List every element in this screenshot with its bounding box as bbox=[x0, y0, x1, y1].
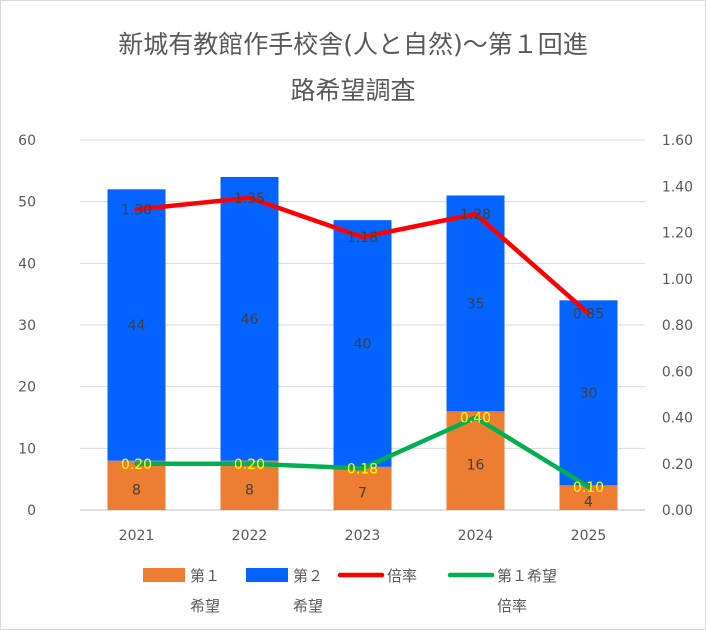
right-axis-tick: 0.80 bbox=[662, 318, 693, 334]
chart-title-line2: 路希望調査 bbox=[290, 76, 416, 105]
left-axis-tick: 0 bbox=[27, 503, 36, 519]
right-axis-tick: 1.60 bbox=[662, 133, 693, 149]
ratio-line bbox=[134, 195, 591, 316]
legend-swatch bbox=[143, 568, 185, 582]
line-value-label: 0.20 bbox=[234, 457, 265, 473]
left-axis-tick: 50 bbox=[18, 195, 36, 211]
bar-value-label: 7 bbox=[358, 485, 367, 501]
line-value-label: 1.28 bbox=[460, 207, 491, 223]
bar-value-label: 40 bbox=[354, 337, 372, 353]
bar-second-choice bbox=[220, 177, 279, 461]
line-value-label: 1.30 bbox=[121, 202, 152, 218]
right-axis-tick: 0.00 bbox=[662, 503, 693, 519]
bar-first-choice bbox=[333, 466, 392, 510]
bar-first-choice bbox=[220, 460, 279, 510]
right-axis-tick: 0.40 bbox=[662, 411, 693, 427]
chart-title-line1: 新城有教館作手校舎(人と自然)〜第１回進 bbox=[118, 30, 588, 59]
left-axis-tick: 10 bbox=[18, 441, 36, 457]
lines bbox=[134, 195, 591, 490]
legend-label: 倍率 bbox=[387, 567, 417, 585]
legend-label: 第２ bbox=[293, 567, 323, 585]
line-value-label: 0.40 bbox=[460, 411, 491, 427]
chart-title: 新城有教館作手校舎(人と自然)〜第１回進 路希望調査 bbox=[0, 22, 706, 114]
bar-value-label: 16 bbox=[467, 458, 485, 474]
left-axis-tick: 20 bbox=[18, 380, 36, 396]
bar-second-choice bbox=[107, 189, 166, 461]
left-axis-tick: 30 bbox=[18, 318, 36, 334]
first-choice-ratio-line bbox=[134, 415, 591, 490]
legend-label: 希望 bbox=[190, 597, 220, 615]
line-value-label: 1.35 bbox=[234, 191, 265, 207]
right-axis-tick: 1.20 bbox=[662, 226, 693, 242]
right-axis-ticks: 0.00 0.20 0.40 0.60 0.80 1.00 1.20 1.40 1.60 bbox=[662, 133, 693, 519]
left-axis-tick: 40 bbox=[18, 256, 36, 272]
x-axis-ticks: 2021 2022 2023 2024 2025 bbox=[119, 528, 607, 544]
bars bbox=[107, 177, 618, 510]
bar-value-label: 44 bbox=[128, 318, 146, 334]
line-value-label: 0.85 bbox=[573, 306, 604, 322]
right-axis-tick: 0.60 bbox=[662, 364, 693, 380]
line-value-label: 0.18 bbox=[347, 461, 378, 477]
bar-second-choice bbox=[559, 300, 618, 486]
legend-label: 希望 bbox=[293, 597, 323, 615]
legend-swatch bbox=[246, 568, 288, 582]
bar-value-label: 8 bbox=[245, 482, 254, 498]
line-value-label: 0.20 bbox=[121, 457, 152, 473]
left-axis-tick: 60 bbox=[18, 133, 36, 149]
left-axis-ticks: 0 10 20 30 40 50 60 bbox=[18, 133, 36, 519]
bar-value-label: 8 bbox=[132, 482, 141, 498]
bar-value-label: 46 bbox=[241, 312, 259, 328]
right-axis-tick: 1.40 bbox=[662, 179, 693, 195]
bar-first-choice bbox=[559, 485, 618, 510]
bar-value-label: 35 bbox=[467, 296, 485, 312]
legend-label: 倍率 bbox=[497, 597, 527, 615]
bar-second-choice bbox=[333, 220, 392, 467]
data-labels: 8 44 8 46 7 40 16 35 4 30 1.30 1.35 1.18 1.28 0.85 0.20… bbox=[121, 191, 604, 511]
x-axis-tick: 2022 bbox=[232, 528, 268, 544]
x-axis-tick: 2024 bbox=[458, 528, 494, 544]
line-value-label: 0.10 bbox=[573, 480, 604, 496]
line-value-label: 1.18 bbox=[347, 230, 378, 246]
legend-label: 第１希望 bbox=[497, 567, 557, 585]
bar-value-label: 4 bbox=[584, 495, 593, 511]
bar-value-label: 30 bbox=[580, 386, 598, 402]
x-axis-tick: 2021 bbox=[119, 528, 155, 544]
bar-first-choice bbox=[107, 460, 166, 510]
x-axis-tick: 2023 bbox=[345, 528, 381, 544]
x-axis-tick: 2025 bbox=[571, 528, 607, 544]
legend-label: 第１ bbox=[190, 567, 220, 585]
right-axis-tick: 1.00 bbox=[662, 272, 693, 288]
right-axis-tick: 0.20 bbox=[662, 457, 693, 473]
